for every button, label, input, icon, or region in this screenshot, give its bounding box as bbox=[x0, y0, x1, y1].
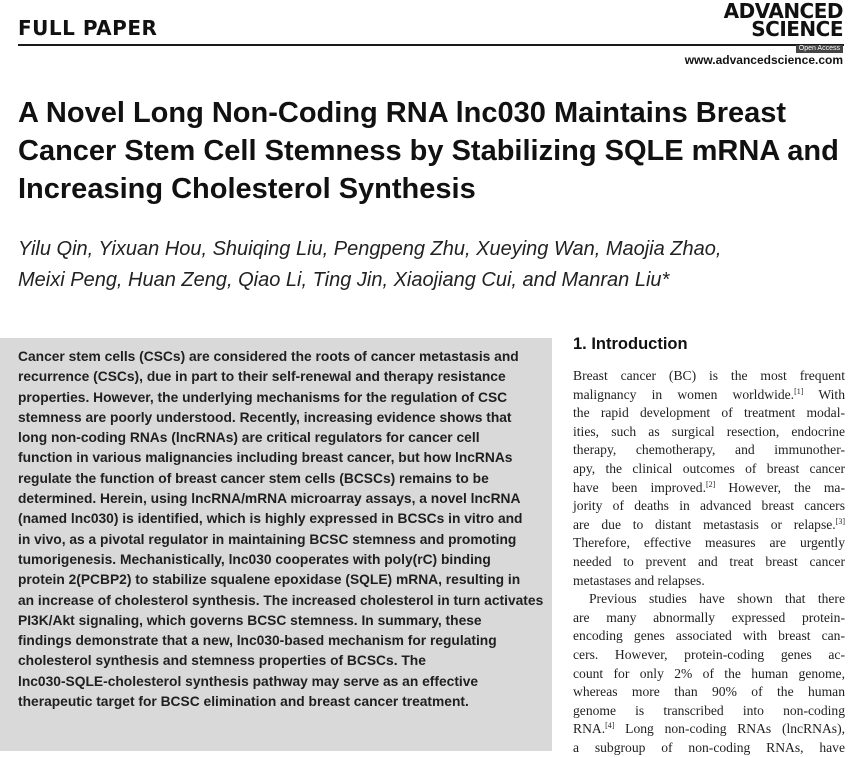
intro-line-text: However, the ma- bbox=[715, 480, 845, 495]
intro-line-text: With bbox=[803, 387, 845, 402]
intro-line: are due to distant metastasis or relapse… bbox=[573, 516, 845, 535]
intro-line: needed to prevent and treat breast cance… bbox=[573, 553, 845, 572]
intro-line-text: metastases and relapses. bbox=[573, 573, 705, 588]
intro-line: RNA.[4] Long non-coding RNAs (lncRNAs), bbox=[573, 720, 845, 739]
intro-line-text: therapy, chemotherapy, and immunother- bbox=[573, 442, 845, 457]
intro-line-text: count for only 2% of the human genome, bbox=[573, 666, 845, 681]
header-rule bbox=[18, 44, 844, 46]
intro-line-text: jority of deaths in advanced breast canc… bbox=[573, 498, 845, 513]
abstract-line: therapeutic target for BCSC elimination … bbox=[18, 692, 543, 712]
intro-line-text: the rapid development of treatment modal… bbox=[573, 405, 845, 420]
abstract-line: PI3K/Akt signaling, which governs BCSC s… bbox=[18, 611, 543, 631]
intro-line: metastases and relapses. bbox=[573, 572, 845, 591]
abstract-line: recurrence (CSCs), due in part to their … bbox=[18, 367, 543, 387]
intro-line: a subgroup of non-coding RNAs, have bbox=[573, 739, 845, 757]
intro-line-text: Breast cancer (BC) is the most frequent bbox=[573, 368, 845, 383]
intro-line-text: malignancy in women worldwide. bbox=[573, 387, 794, 402]
abstract-line: properties. However, the underlying mech… bbox=[18, 388, 543, 408]
intro-line: encoding genes associated with breast ca… bbox=[573, 627, 845, 646]
journal-logo[interactable]: ADVANCED SCIENCE Open Access bbox=[724, 2, 843, 54]
intro-line: the rapid development of treatment modal… bbox=[573, 404, 845, 423]
abstract-line: protein 2(PCBP2) to stabilize squalene e… bbox=[18, 570, 543, 590]
title-line: Cancer Stem Cell Stemness by Stabilizing… bbox=[18, 132, 848, 170]
section-label: FULL PAPER bbox=[18, 16, 157, 40]
introduction-body: Breast cancer (BC) is the most frequent m… bbox=[573, 367, 845, 757]
abstract-line: stemness are poorly understood. Recently… bbox=[18, 408, 543, 428]
intro-line: genome is transcribed into non-coding bbox=[573, 702, 845, 721]
journal-url[interactable]: www.advancedscience.com bbox=[685, 53, 843, 67]
intro-line-text: cers. However, protein-coding genes ac- bbox=[573, 647, 845, 662]
intro-line-text: a subgroup of non-coding RNAs, have bbox=[573, 740, 845, 755]
intro-line-text: genome is transcribed into non-coding bbox=[573, 703, 845, 718]
intro-line: apy, the clinical outcomes of breast can… bbox=[573, 460, 845, 479]
abstract-line: in vivo, as a pivotal regulator in maint… bbox=[18, 530, 543, 550]
abstract-line: Cancer stem cells (CSCs) are considered … bbox=[18, 347, 543, 367]
intro-line: Breast cancer (BC) is the most frequent bbox=[573, 367, 845, 386]
intro-line: ities, such as surgical resection, endoc… bbox=[573, 423, 845, 442]
abstract-line: function in various malignancies includi… bbox=[18, 448, 543, 468]
abstract-line: an increase of cholesterol synthesis. Th… bbox=[18, 591, 543, 611]
author-line: Yilu Qin, Yixuan Hou, Shuiqing Liu, Peng… bbox=[18, 234, 848, 265]
intro-line: have been improved.[2] However, the ma- bbox=[573, 479, 845, 498]
intro-line-text: are many abnormally expressed protein- bbox=[573, 610, 845, 625]
intro-line: jority of deaths in advanced breast canc… bbox=[573, 497, 845, 516]
abstract-text: Cancer stem cells (CSCs) are considered … bbox=[18, 347, 543, 712]
abstract-line: tumorigenesis. Mechanistically, lnc030 c… bbox=[18, 550, 543, 570]
intro-line: whereas more than 90% of the human bbox=[573, 683, 845, 702]
article-title: A Novel Long Non-Coding RNA lnc030 Maint… bbox=[18, 94, 848, 208]
intro-line-text: needed to prevent and treat breast cance… bbox=[573, 554, 845, 569]
abstract-line: regulate the function of breast cancer s… bbox=[18, 469, 543, 489]
title-line: Increasing Cholesterol Synthesis bbox=[18, 170, 848, 208]
citation-link[interactable]: [2] bbox=[706, 480, 715, 489]
intro-line: Previous studies have shown that there bbox=[573, 590, 845, 609]
title-line: A Novel Long Non-Coding RNA lnc030 Maint… bbox=[18, 94, 848, 132]
intro-line-text: Therefore, effective measures are urgent… bbox=[573, 535, 845, 550]
intro-line-text: whereas more than 90% of the human bbox=[573, 684, 845, 699]
intro-line: therapy, chemotherapy, and immunother- bbox=[573, 441, 845, 460]
intro-line: cers. However, protein-coding genes ac- bbox=[573, 646, 845, 665]
intro-line: are many abnormally expressed protein- bbox=[573, 609, 845, 628]
abstract-line: lnc030-SQLE-cholesterol synthesis pathwa… bbox=[18, 672, 543, 692]
intro-line-text: ities, such as surgical resection, endoc… bbox=[573, 424, 845, 439]
intro-line-text: RNA. bbox=[573, 721, 605, 736]
author-list: Yilu Qin, Yixuan Hou, Shuiqing Liu, Peng… bbox=[18, 234, 848, 296]
introduction-heading: 1. Introduction bbox=[573, 335, 688, 354]
intro-line-text: are due to distant metastasis or relapse… bbox=[573, 517, 836, 532]
journal-name-line2: SCIENCE bbox=[724, 20, 843, 38]
author-line: Meixi Peng, Huan Zeng, Qiao Li, Ting Jin… bbox=[18, 265, 848, 296]
intro-line-text: Long non-coding RNAs (lncRNAs), bbox=[614, 721, 845, 736]
intro-line-text: Previous studies have shown that there bbox=[589, 591, 845, 606]
open-access-badge: Open Access bbox=[796, 45, 843, 53]
intro-line: count for only 2% of the human genome, bbox=[573, 665, 845, 684]
intro-line-text: have been improved. bbox=[573, 480, 706, 495]
abstract-line: long non-coding RNAs (lncRNAs) are criti… bbox=[18, 428, 543, 448]
intro-line-text: encoding genes associated with breast ca… bbox=[573, 628, 845, 643]
intro-line-text: apy, the clinical outcomes of breast can… bbox=[573, 461, 845, 476]
abstract-line: determined. Herein, using lncRNA/mRNA mi… bbox=[18, 489, 543, 509]
intro-line: malignancy in women worldwide.[1] With bbox=[573, 386, 845, 405]
abstract-line: findings demonstrate that a new, lnc030-… bbox=[18, 631, 543, 651]
citation-link[interactable]: [3] bbox=[836, 517, 845, 526]
abstract-line: (named lnc030) is identified, which is h… bbox=[18, 509, 543, 529]
intro-line: Therefore, effective measures are urgent… bbox=[573, 534, 845, 553]
abstract-line: cholesterol synthesis and stemness prope… bbox=[18, 651, 543, 671]
